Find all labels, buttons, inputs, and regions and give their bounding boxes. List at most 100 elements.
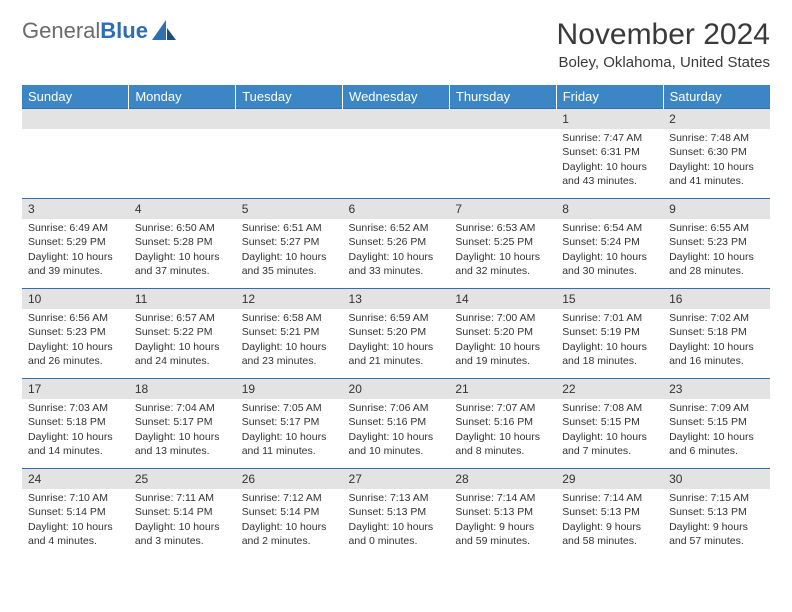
- weekday-header: Tuesday: [236, 85, 343, 109]
- calendar-day-cell: 6Sunrise: 6:52 AMSunset: 5:26 PMDaylight…: [343, 199, 450, 289]
- sunrise-text: Sunrise: 7:10 AM: [28, 491, 123, 505]
- sunset-text: Sunset: 5:16 PM: [455, 415, 550, 429]
- sunrise-text: Sunrise: 7:05 AM: [242, 401, 337, 415]
- day-number: .: [343, 109, 450, 129]
- calendar-day-cell: 13Sunrise: 6:59 AMSunset: 5:20 PMDayligh…: [343, 289, 450, 379]
- day-details: Sunrise: 6:50 AMSunset: 5:28 PMDaylight:…: [129, 219, 236, 282]
- sunset-text: Sunset: 5:23 PM: [669, 235, 764, 249]
- weekday-header: Saturday: [663, 85, 770, 109]
- day-number: 11: [129, 289, 236, 309]
- day-details: [22, 129, 129, 135]
- calendar-day-cell: 25Sunrise: 7:11 AMSunset: 5:14 PMDayligh…: [129, 469, 236, 559]
- day-number: 23: [663, 379, 770, 399]
- day-number: 29: [556, 469, 663, 489]
- sunrise-text: Sunrise: 7:09 AM: [669, 401, 764, 415]
- calendar-week-row: .....1Sunrise: 7:47 AMSunset: 6:31 PMDay…: [22, 109, 770, 199]
- daylight-text: Daylight: 10 hours and 19 minutes.: [455, 340, 550, 368]
- daylight-text: Daylight: 10 hours and 13 minutes.: [135, 430, 230, 458]
- daylight-text: Daylight: 10 hours and 16 minutes.: [669, 340, 764, 368]
- calendar-day-cell: 9Sunrise: 6:55 AMSunset: 5:23 PMDaylight…: [663, 199, 770, 289]
- sunset-text: Sunset: 5:15 PM: [669, 415, 764, 429]
- sunrise-text: Sunrise: 7:01 AM: [562, 311, 657, 325]
- sunrise-text: Sunrise: 7:11 AM: [135, 491, 230, 505]
- daylight-text: Daylight: 10 hours and 11 minutes.: [242, 430, 337, 458]
- sunset-text: Sunset: 5:21 PM: [242, 325, 337, 339]
- daylight-text: Daylight: 10 hours and 2 minutes.: [242, 520, 337, 548]
- day-number: 3: [22, 199, 129, 219]
- day-number: 19: [236, 379, 343, 399]
- sunrise-text: Sunrise: 7:02 AM: [669, 311, 764, 325]
- day-details: [236, 129, 343, 135]
- calendar-week-row: 10Sunrise: 6:56 AMSunset: 5:23 PMDayligh…: [22, 289, 770, 379]
- sunrise-text: Sunrise: 6:54 AM: [562, 221, 657, 235]
- calendar-day-cell: 27Sunrise: 7:13 AMSunset: 5:13 PMDayligh…: [343, 469, 450, 559]
- daylight-text: Daylight: 10 hours and 6 minutes.: [669, 430, 764, 458]
- daylight-text: Daylight: 10 hours and 26 minutes.: [28, 340, 123, 368]
- day-number: .: [449, 109, 556, 129]
- day-details: Sunrise: 7:14 AMSunset: 5:13 PMDaylight:…: [556, 489, 663, 552]
- day-details: Sunrise: 6:52 AMSunset: 5:26 PMDaylight:…: [343, 219, 450, 282]
- calendar-header-row: Sunday Monday Tuesday Wednesday Thursday…: [22, 85, 770, 109]
- sunset-text: Sunset: 5:28 PM: [135, 235, 230, 249]
- day-details: Sunrise: 7:13 AMSunset: 5:13 PMDaylight:…: [343, 489, 450, 552]
- sunset-text: Sunset: 5:25 PM: [455, 235, 550, 249]
- sunrise-text: Sunrise: 6:53 AM: [455, 221, 550, 235]
- calendar-day-cell: 8Sunrise: 6:54 AMSunset: 5:24 PMDaylight…: [556, 199, 663, 289]
- day-details: [129, 129, 236, 135]
- day-number: 27: [343, 469, 450, 489]
- sunrise-text: Sunrise: 7:15 AM: [669, 491, 764, 505]
- day-details: Sunrise: 6:55 AMSunset: 5:23 PMDaylight:…: [663, 219, 770, 282]
- calendar-table: Sunday Monday Tuesday Wednesday Thursday…: [22, 85, 770, 559]
- daylight-text: Daylight: 10 hours and 35 minutes.: [242, 250, 337, 278]
- calendar-day-cell: 28Sunrise: 7:14 AMSunset: 5:13 PMDayligh…: [449, 469, 556, 559]
- sunrise-text: Sunrise: 7:06 AM: [349, 401, 444, 415]
- daylight-text: Daylight: 10 hours and 23 minutes.: [242, 340, 337, 368]
- day-details: Sunrise: 7:03 AMSunset: 5:18 PMDaylight:…: [22, 399, 129, 462]
- sunrise-text: Sunrise: 6:57 AM: [135, 311, 230, 325]
- day-number: .: [22, 109, 129, 129]
- day-details: Sunrise: 6:56 AMSunset: 5:23 PMDaylight:…: [22, 309, 129, 372]
- day-details: Sunrise: 6:58 AMSunset: 5:21 PMDaylight:…: [236, 309, 343, 372]
- calendar-day-cell: .: [129, 109, 236, 199]
- calendar-day-cell: 17Sunrise: 7:03 AMSunset: 5:18 PMDayligh…: [22, 379, 129, 469]
- calendar-day-cell: 5Sunrise: 6:51 AMSunset: 5:27 PMDaylight…: [236, 199, 343, 289]
- calendar-day-cell: 16Sunrise: 7:02 AMSunset: 5:18 PMDayligh…: [663, 289, 770, 379]
- sunset-text: Sunset: 5:13 PM: [669, 505, 764, 519]
- day-details: Sunrise: 7:47 AMSunset: 6:31 PMDaylight:…: [556, 129, 663, 192]
- calendar-day-cell: 14Sunrise: 7:00 AMSunset: 5:20 PMDayligh…: [449, 289, 556, 379]
- day-number: 16: [663, 289, 770, 309]
- header: GeneralBlue November 2024 Boley, Oklahom…: [22, 18, 770, 71]
- calendar-day-cell: 1Sunrise: 7:47 AMSunset: 6:31 PMDaylight…: [556, 109, 663, 199]
- daylight-text: Daylight: 10 hours and 14 minutes.: [28, 430, 123, 458]
- daylight-text: Daylight: 9 hours and 59 minutes.: [455, 520, 550, 548]
- calendar-day-cell: .: [343, 109, 450, 199]
- sunset-text: Sunset: 5:29 PM: [28, 235, 123, 249]
- daylight-text: Daylight: 10 hours and 24 minutes.: [135, 340, 230, 368]
- calendar-day-cell: 12Sunrise: 6:58 AMSunset: 5:21 PMDayligh…: [236, 289, 343, 379]
- daylight-text: Daylight: 10 hours and 8 minutes.: [455, 430, 550, 458]
- calendar-day-cell: 23 Sunrise: 7:09 AMSunset: 5:15 PMDayligh…: [663, 379, 770, 469]
- sunrise-text: Sunrise: 6:52 AM: [349, 221, 444, 235]
- day-details: [449, 129, 556, 135]
- weekday-header: Thursday: [449, 85, 556, 109]
- day-number: 17: [22, 379, 129, 399]
- day-number: 22: [556, 379, 663, 399]
- calendar-day-cell: 18Sunrise: 7:04 AMSunset: 5:17 PMDayligh…: [129, 379, 236, 469]
- calendar-day-cell: 3Sunrise: 6:49 AMSunset: 5:29 PMDaylight…: [22, 199, 129, 289]
- day-number: 7: [449, 199, 556, 219]
- sunrise-text: Sunrise: 7:04 AM: [135, 401, 230, 415]
- weekday-header: Sunday: [22, 85, 129, 109]
- calendar-day-cell: 22Sunrise: 7:08 AMSunset: 5:15 PMDayligh…: [556, 379, 663, 469]
- daylight-text: Daylight: 10 hours and 33 minutes.: [349, 250, 444, 278]
- calendar-week-row: 3Sunrise: 6:49 AMSunset: 5:29 PMDaylight…: [22, 199, 770, 289]
- sunrise-text: Sunrise: 7:13 AM: [349, 491, 444, 505]
- month-title: November 2024: [557, 18, 770, 52]
- sunrise-text: Sunrise: 7:03 AM: [28, 401, 123, 415]
- day-details: Sunrise: 7:06 AMSunset: 5:16 PMDaylight:…: [343, 399, 450, 462]
- calendar-body: .....1Sunrise: 7:47 AMSunset: 6:31 PMDay…: [22, 109, 770, 559]
- brand-name: GeneralBlue: [22, 18, 148, 44]
- day-number: 24: [22, 469, 129, 489]
- sunrise-text: Sunrise: 7:14 AM: [562, 491, 657, 505]
- day-number: 8: [556, 199, 663, 219]
- calendar-day-cell: 19Sunrise: 7:05 AMSunset: 5:17 PMDayligh…: [236, 379, 343, 469]
